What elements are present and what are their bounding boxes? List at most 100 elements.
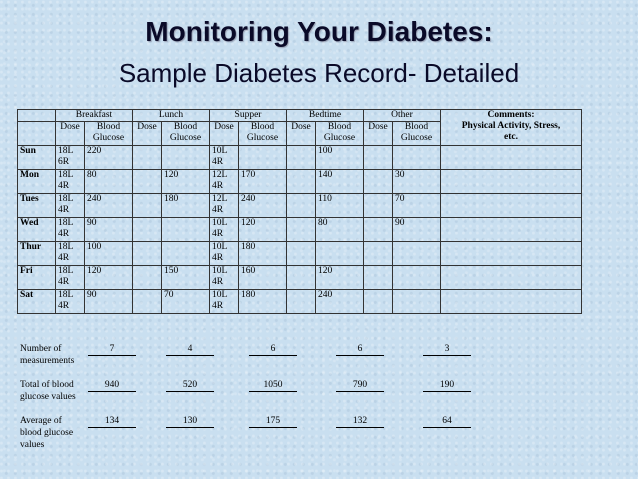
glucose-cell: 80: [84, 169, 133, 194]
glucose-label: Glucose: [92, 133, 125, 143]
page-title: Monitoring Your Diabetes:: [145, 16, 493, 47]
cell-value: 90: [87, 290, 97, 301]
table-row: Sun 18L 6R 220 10L 4R 100: [17, 145, 582, 170]
cell-value: 18L: [58, 146, 74, 157]
glucose-cell: [392, 241, 441, 266]
dose-cell: 12L 4R: [209, 169, 239, 194]
dose-cell: 10L 4R: [209, 241, 239, 266]
summary-label: Total of blood glucose values: [20, 379, 90, 403]
cell-value: 140: [318, 170, 333, 181]
cell-value: 18L: [58, 290, 74, 301]
comments-line-2: Physical Activity, Stress,: [461, 121, 561, 131]
day-label: Tues: [17, 193, 56, 218]
table-row: Thur 18L 4R 100 10L 4R 180: [17, 241, 582, 266]
day-label: Sun: [17, 145, 56, 170]
glucose-cell: 30: [392, 169, 441, 194]
header-bedtime: Bedtime: [286, 109, 364, 122]
subheader-dose: Dose: [209, 121, 239, 146]
subheader-blank: [17, 121, 56, 146]
table-row: Mon 18L 4R 80 120 12L 4R 170 140 30: [17, 169, 582, 194]
dose-cell: [132, 193, 162, 218]
glucose-cell: [315, 241, 364, 266]
blood-label: Blood: [173, 122, 198, 133]
subheader-dose: Dose: [286, 121, 316, 146]
dose-cell: [363, 265, 393, 290]
summary-label: Number of measurements: [20, 343, 90, 367]
dose-cell: [286, 217, 316, 242]
summary-value: 1050: [249, 379, 297, 392]
header-supper: Supper: [209, 109, 287, 122]
header-breakfast: Breakfast: [55, 109, 133, 122]
dose-cell: 18L 6R: [55, 145, 85, 170]
cell-value: 10L: [212, 146, 228, 157]
diabetes-record-table: Breakfast Lunch Supper Bedtime Other Com…: [17, 109, 582, 314]
day-label: Thur: [17, 241, 56, 266]
cell-value: 90: [395, 218, 405, 229]
cell-value: 180: [164, 194, 179, 205]
header-lunch: Lunch: [132, 109, 210, 122]
cell-value: 4R: [212, 229, 224, 239]
glucose-label: Glucose: [323, 133, 356, 143]
cell-value: 180: [241, 242, 256, 253]
cell-value: 70: [395, 194, 405, 205]
dose-cell: 10L 4R: [209, 289, 239, 314]
dose-cell: 18L 4R: [55, 289, 85, 314]
day-label: Mon: [17, 169, 56, 194]
page-subtitle: Sample Diabetes Record- Detailed: [118, 58, 520, 88]
cell-value: 18L: [58, 218, 74, 229]
dose-cell: [132, 217, 162, 242]
cell-value: 70: [164, 290, 174, 301]
cell-value: 100: [87, 242, 102, 253]
table-row: Tues 18L 4R 240 180 12L 4R 240 110 70: [17, 193, 582, 218]
glucose-cell: 240: [315, 289, 364, 314]
glucose-cell: 70: [161, 289, 210, 314]
dose-cell: 12L 4R: [209, 193, 239, 218]
cell-value: 4R: [58, 253, 70, 263]
comments-line-1: Comments:: [487, 110, 535, 121]
cell-value: 80: [318, 218, 328, 229]
cell-value: 6R: [58, 157, 70, 167]
dose-cell: [132, 145, 162, 170]
cell-value: 4R: [212, 205, 224, 215]
glucose-label: Glucose: [169, 133, 202, 143]
summary-value: 132: [336, 415, 384, 428]
subheader-blood-glucose: Blood Glucose: [238, 121, 287, 146]
dose-cell: 18L 4R: [55, 217, 85, 242]
dose-cell: 18L 4R: [55, 193, 85, 218]
dose-cell: [286, 265, 316, 290]
glucose-cell: [161, 241, 210, 266]
subheader-dose: Dose: [363, 121, 393, 146]
glucose-cell: 140: [315, 169, 364, 194]
summary-value: 6: [249, 343, 297, 356]
glucose-cell: [392, 265, 441, 290]
glucose-cell: 240: [238, 193, 287, 218]
cell-value: 150: [164, 266, 179, 277]
dose-cell: [363, 193, 393, 218]
cell-value: 10L: [212, 218, 228, 229]
dose-cell: 10L 4R: [209, 217, 239, 242]
glucose-cell: [238, 145, 287, 170]
cell-value: 4R: [58, 277, 70, 287]
cell-value: 4R: [212, 277, 224, 287]
summary-value: 6: [336, 343, 384, 356]
summary-value: 175: [249, 415, 297, 428]
subheader-dose: Dose: [132, 121, 162, 146]
comments-cell: [440, 289, 582, 314]
cell-value: 240: [241, 194, 256, 205]
summary-value: 4: [166, 343, 214, 356]
dose-cell: [363, 289, 393, 314]
dose-cell: 18L 4R: [55, 241, 85, 266]
cell-value: 10L: [212, 290, 228, 301]
cell-value: 18L: [58, 194, 74, 205]
summary-label-line: blood glucose: [20, 428, 74, 438]
glucose-cell: 120: [238, 217, 287, 242]
cell-value: 240: [87, 194, 102, 205]
subheader-blood-glucose: Blood Glucose: [84, 121, 133, 146]
cell-value: 170: [241, 170, 256, 181]
table-row: Sat 18L 4R 90 70 10L 4R 180 240: [17, 289, 582, 314]
cell-value: 12L: [212, 170, 228, 181]
day-label: Fri: [17, 265, 56, 290]
header-other: Other: [363, 109, 441, 122]
summary-label-line: measurements: [20, 356, 75, 366]
blood-label: Blood: [327, 122, 352, 133]
